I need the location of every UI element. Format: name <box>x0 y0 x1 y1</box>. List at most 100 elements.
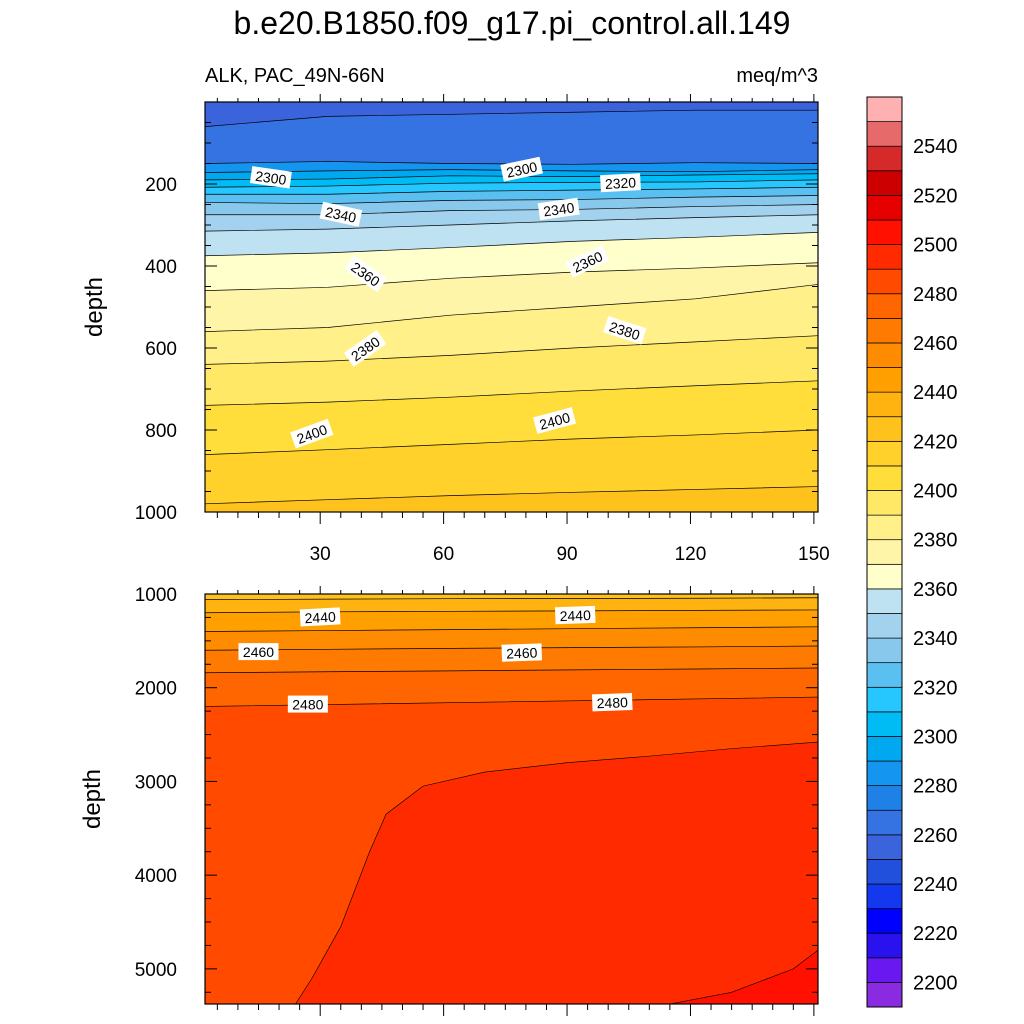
plot-frame <box>204 593 819 1005</box>
contour-line-2410 <box>205 429 818 455</box>
y-tick-label: 2000 <box>135 679 177 700</box>
contour-label-text: 2400 <box>538 409 572 433</box>
colorbar-label: 2520 <box>913 185 958 207</box>
colorbar-box <box>866 982 903 1008</box>
x-tick-label: 120 <box>675 544 707 565</box>
contour-label-box <box>290 418 334 449</box>
colorbar-box <box>866 883 903 909</box>
contour-line-2470 <box>205 667 818 674</box>
contour-label-box <box>603 316 647 345</box>
contour-line-2260 <box>205 109 818 127</box>
colorbar-box <box>866 711 903 737</box>
contour-line-2320 <box>205 186 818 195</box>
colorbar-box <box>866 859 903 885</box>
contour-line-2390 <box>205 335 818 365</box>
region-2490 <box>295 741 818 1004</box>
contour-label-text: 2440 <box>304 609 336 627</box>
y-tick-label: 600 <box>145 339 177 360</box>
colorbar-box <box>866 932 903 959</box>
contour-line-2370 <box>205 262 818 291</box>
y-tick-label: 400 <box>145 257 177 278</box>
colorbar-box <box>866 121 903 147</box>
colorbar-label: 2400 <box>913 481 958 503</box>
colorbar-box <box>866 367 903 393</box>
y-axis-label: depth <box>79 769 106 829</box>
contour-label: 2460 <box>238 643 279 661</box>
colorbar-box <box>866 268 903 295</box>
colorbar-label: 2320 <box>913 677 958 699</box>
contour-label-box <box>238 643 279 661</box>
region-2500 <box>669 949 818 1004</box>
contour-label-text: 2460 <box>243 644 274 660</box>
colorbar-box <box>866 465 903 491</box>
colorbar-box <box>866 613 903 639</box>
contour-label: 2460 <box>501 643 543 662</box>
colorbar-box <box>866 514 903 541</box>
colorbar-box <box>866 736 903 762</box>
colorbar-label: 2200 <box>913 972 958 994</box>
contour-line-2330 <box>205 195 818 205</box>
x-tick-label: 60 <box>433 544 454 565</box>
contour-line-2430 <box>205 597 818 600</box>
contour-label-text: 2440 <box>559 607 591 624</box>
colorbar-box <box>866 760 903 786</box>
contour-label-box <box>343 329 387 367</box>
contour-label: 2480 <box>591 693 633 712</box>
colorbar-box <box>866 490 903 516</box>
colorbar-box <box>866 391 903 418</box>
colorbar-label: 2420 <box>913 431 958 453</box>
contour-label: 2400 <box>533 407 577 434</box>
colorbar-box <box>866 219 903 245</box>
variable-region-label: ALK, PAC_49N-66N <box>205 65 385 87</box>
colorbar-label: 2340 <box>913 628 958 650</box>
y-tick-label: 3000 <box>135 772 177 793</box>
colorbar-box <box>866 637 903 664</box>
contour-line-2350 <box>205 214 818 232</box>
y-tick-label: 200 <box>145 175 177 196</box>
colorbar-box <box>866 293 903 319</box>
colorbar-label: 2240 <box>913 874 958 896</box>
contour-label-text: 2340 <box>542 199 575 219</box>
contour-label-box <box>565 245 610 278</box>
contour-label-box <box>554 605 596 625</box>
contour-band-2420 <box>205 486 818 512</box>
contour-line-2340 <box>205 204 818 216</box>
contour-label-box <box>249 166 292 189</box>
contour-label-box <box>319 201 363 227</box>
colorbar-label: 2540 <box>913 136 958 158</box>
contour-label-box <box>299 607 341 627</box>
contour-label: 2340 <box>537 197 580 221</box>
colorbar-label: 2500 <box>913 235 958 257</box>
x-tick-label: 30 <box>310 544 331 565</box>
contour-line-2450 <box>205 626 818 632</box>
colorbar-label: 2480 <box>913 284 958 306</box>
units-label: meq/m^3 <box>736 65 818 87</box>
colorbar-label: 2260 <box>913 825 958 847</box>
colorbar-box <box>866 440 903 467</box>
colorbar-box <box>866 662 903 688</box>
contour-label-text: 2480 <box>596 694 628 711</box>
colorbar-label: 2360 <box>913 579 958 601</box>
contour-line-2380 <box>205 284 818 332</box>
contour-label-box <box>533 407 577 434</box>
y-tick-label: 4000 <box>135 866 177 887</box>
contour-label-box <box>344 255 387 293</box>
contour-label-text: 2460 <box>506 644 538 661</box>
colorbar-box <box>866 588 903 614</box>
contour-label-box <box>287 695 328 713</box>
contour-label: 2440 <box>299 607 341 627</box>
colorbar-label: 2300 <box>913 726 958 748</box>
colorbar-label: 2280 <box>913 776 958 798</box>
contour-label-box <box>501 643 543 662</box>
contour-label-box <box>600 173 641 193</box>
contour-label-text: 2300 <box>505 159 539 181</box>
colorbar-label: 2220 <box>913 923 958 945</box>
colorbar-box <box>866 342 903 368</box>
y-tick-label: 1000 <box>135 503 177 524</box>
colorbar-box <box>866 957 903 983</box>
colorbar-box <box>866 195 903 221</box>
contour-line-2420 <box>205 486 818 505</box>
colorbar-label: 2460 <box>913 333 958 355</box>
colorbar-label: 2380 <box>913 530 958 552</box>
